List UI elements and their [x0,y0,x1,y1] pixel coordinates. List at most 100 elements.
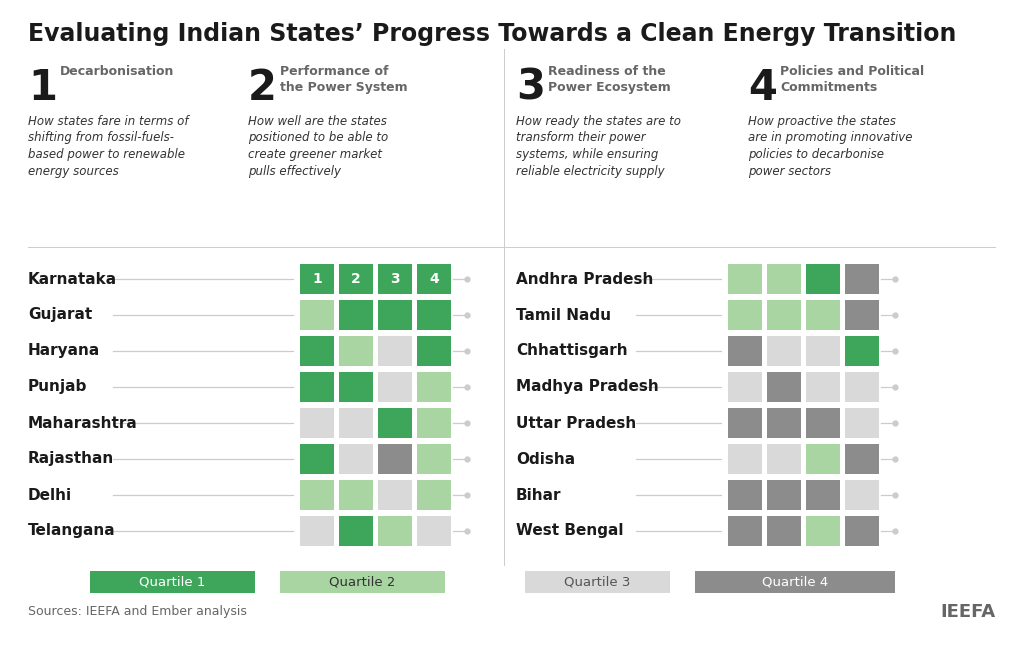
Bar [728,408,762,438]
Text: How ready the states are to
transform their power
systems, while ensuring
reliab: How ready the states are to transform th… [516,115,681,177]
Bar [728,444,762,474]
Text: 2: 2 [351,272,361,286]
Bar [90,571,255,593]
Bar [845,336,879,366]
Bar [300,336,333,366]
Text: Chhattisgarh: Chhattisgarh [516,344,628,358]
Bar [300,372,333,402]
Text: How states fare in terms of
shifting from fossil-fuels-
based power to renewable: How states fare in terms of shifting fro… [28,115,188,177]
Bar [379,408,412,438]
Text: West Bengal: West Bengal [516,523,623,538]
Text: Odisha: Odisha [516,452,575,466]
Text: Maharashtra: Maharashtra [28,415,138,430]
Bar [806,444,840,474]
Bar [417,516,451,546]
Bar [339,300,373,330]
Text: Sources: IEEFA and Ember analysis: Sources: IEEFA and Ember analysis [28,606,247,619]
Bar [525,571,670,593]
Bar [339,516,373,546]
Bar [767,480,801,510]
Bar [806,408,840,438]
Bar [767,300,801,330]
Bar [379,516,412,546]
Bar [845,372,879,402]
Bar [417,336,451,366]
Bar [379,480,412,510]
Text: How proactive the states
are in promoting innovative
policies to decarbonise
pow: How proactive the states are in promotin… [748,115,913,177]
Text: Gujarat: Gujarat [28,307,92,322]
Text: Delhi: Delhi [28,487,73,503]
Text: Haryana: Haryana [28,344,100,358]
Bar [417,480,451,510]
Text: Punjab: Punjab [28,380,87,395]
Bar [379,372,412,402]
Bar [728,264,762,294]
Bar [728,480,762,510]
Text: IEEFA: IEEFA [940,603,995,621]
Bar [417,444,451,474]
Bar [417,372,451,402]
Text: Bihar: Bihar [516,487,562,503]
Bar [728,300,762,330]
Bar [379,336,412,366]
Text: Andhra Pradesh: Andhra Pradesh [516,272,654,287]
Bar [728,516,762,546]
Bar [767,408,801,438]
Text: Quartile 1: Quartile 1 [139,575,206,589]
Text: Quartile 2: Quartile 2 [329,575,396,589]
Bar [845,480,879,510]
Bar [379,444,412,474]
Bar [845,300,879,330]
Text: How well are the states
positioned to be able to
create greener market
pulls eff: How well are the states positioned to be… [248,115,389,177]
Text: 1: 1 [312,272,322,286]
Bar [339,444,373,474]
Bar [767,336,801,366]
Bar [806,336,840,366]
Bar [300,516,333,546]
Text: Madhya Pradesh: Madhya Pradesh [516,380,659,395]
Text: Rajasthan: Rajasthan [28,452,115,466]
Bar [379,300,412,330]
Bar [767,516,801,546]
Bar [339,480,373,510]
Text: Tamil Nadu: Tamil Nadu [516,307,611,322]
Bar [806,480,840,510]
Bar [379,264,412,294]
Text: 3: 3 [516,67,545,109]
Bar [806,264,840,294]
Bar [339,372,373,402]
Text: 3: 3 [390,272,400,286]
Bar [845,408,879,438]
Text: Performance of
the Power System: Performance of the Power System [280,65,407,94]
Text: Evaluating Indian States’ Progress Towards a Clean Energy Transition: Evaluating Indian States’ Progress Towar… [28,22,957,46]
Bar [728,336,762,366]
Bar [845,516,879,546]
Bar [280,571,445,593]
Bar [339,408,373,438]
Text: Uttar Pradesh: Uttar Pradesh [516,415,636,430]
Bar [300,300,333,330]
Text: 4: 4 [429,272,439,286]
Text: 1: 1 [28,67,57,109]
Text: Readiness of the
Power Ecosystem: Readiness of the Power Ecosystem [548,65,671,94]
Text: Decarbonisation: Decarbonisation [60,65,174,78]
Text: Telangana: Telangana [28,523,116,538]
Bar [300,408,333,438]
Bar [300,480,333,510]
Text: 4: 4 [748,67,776,109]
Bar [339,336,373,366]
Bar [806,300,840,330]
Bar [845,264,879,294]
Bar [300,444,333,474]
Bar [767,264,801,294]
Bar [417,300,451,330]
Text: Karnataka: Karnataka [28,272,117,287]
Text: Quartile 4: Quartile 4 [762,575,829,589]
Bar [339,264,373,294]
Bar [845,444,879,474]
Bar [806,516,840,546]
Bar [767,444,801,474]
Bar [728,372,762,402]
Bar [695,571,895,593]
Bar [767,372,801,402]
